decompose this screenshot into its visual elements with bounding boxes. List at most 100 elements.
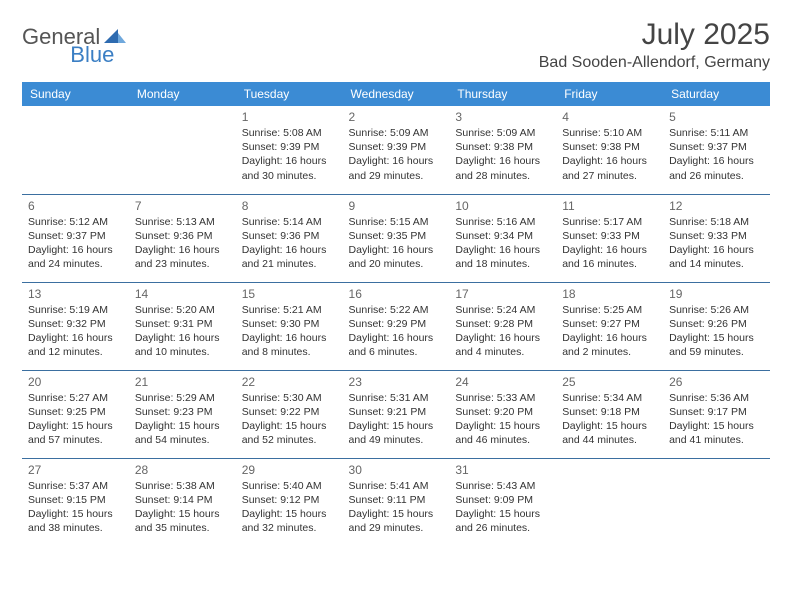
day-info: Sunrise: 5:29 AMSunset: 9:23 PMDaylight:… bbox=[135, 391, 230, 448]
day-info: Sunrise: 5:09 AMSunset: 9:39 PMDaylight:… bbox=[349, 126, 444, 183]
day-number: 2 bbox=[349, 110, 444, 124]
week-row: 6 Sunrise: 5:12 AMSunset: 9:37 PMDaylight… bbox=[22, 194, 770, 282]
day-cell: 23 Sunrise: 5:31 AMSunset: 9:21 PMDayligh… bbox=[343, 370, 450, 458]
day-number: 24 bbox=[455, 375, 550, 389]
day-number: 31 bbox=[455, 463, 550, 477]
day-number: 10 bbox=[455, 199, 550, 213]
day-number: 15 bbox=[242, 287, 337, 301]
page-subtitle: Bad Sooden-Allendorf, Germany bbox=[539, 54, 770, 72]
day-number: 16 bbox=[349, 287, 444, 301]
logo-text-blue: Blue bbox=[70, 42, 114, 68]
week-row: 1Sunrise: 5:08 AMSunset: 9:39 PMDaylight… bbox=[22, 106, 770, 194]
day-header: Thursday bbox=[449, 82, 556, 106]
week-row: 27 Sunrise: 5:37 AMSunset: 9:15 PMDayligh… bbox=[22, 458, 770, 546]
day-cell bbox=[556, 458, 663, 546]
day-number: 13 bbox=[28, 287, 123, 301]
day-info: Sunrise: 5:38 AMSunset: 9:14 PMDaylight:… bbox=[135, 479, 230, 536]
day-info: Sunrise: 5:11 AMSunset: 9:37 PMDaylight:… bbox=[669, 126, 764, 183]
day-info: Sunrise: 5:13 AMSunset: 9:36 PMDaylight:… bbox=[135, 215, 230, 272]
day-number: 27 bbox=[28, 463, 123, 477]
day-cell: 6 Sunrise: 5:12 AMSunset: 9:37 PMDaylight… bbox=[22, 194, 129, 282]
day-number: 6 bbox=[28, 199, 123, 213]
day-number: 12 bbox=[669, 199, 764, 213]
day-number: 18 bbox=[562, 287, 657, 301]
header: General Blue July 2025 Bad Sooden-Allend… bbox=[22, 18, 770, 72]
day-cell: 20 Sunrise: 5:27 AMSunset: 9:25 PMDayligh… bbox=[22, 370, 129, 458]
day-info: Sunrise: 5:10 AMSunset: 9:38 PMDaylight:… bbox=[562, 126, 657, 183]
day-number: 23 bbox=[349, 375, 444, 389]
day-number: 14 bbox=[135, 287, 230, 301]
day-cell: 24 Sunrise: 5:33 AMSunset: 9:20 PMDayligh… bbox=[449, 370, 556, 458]
day-info: Sunrise: 5:19 AMSunset: 9:32 PMDaylight:… bbox=[28, 303, 123, 360]
day-cell bbox=[129, 106, 236, 194]
day-info: Sunrise: 5:14 AMSunset: 9:36 PMDaylight:… bbox=[242, 215, 337, 272]
day-number: 26 bbox=[669, 375, 764, 389]
page-title: July 2025 bbox=[539, 18, 770, 52]
day-cell: 18 Sunrise: 5:25 AMSunset: 9:27 PMDayligh… bbox=[556, 282, 663, 370]
day-number: 19 bbox=[669, 287, 764, 301]
day-info: Sunrise: 5:43 AMSunset: 9:09 PMDaylight:… bbox=[455, 479, 550, 536]
day-header: Saturday bbox=[663, 82, 770, 106]
day-number: 8 bbox=[242, 199, 337, 213]
day-number: 21 bbox=[135, 375, 230, 389]
day-info: Sunrise: 5:21 AMSunset: 9:30 PMDaylight:… bbox=[242, 303, 337, 360]
title-block: July 2025 Bad Sooden-Allendorf, Germany bbox=[539, 18, 770, 72]
day-info: Sunrise: 5:08 AMSunset: 9:39 PMDaylight:… bbox=[242, 126, 337, 183]
day-info: Sunrise: 5:41 AMSunset: 9:11 PMDaylight:… bbox=[349, 479, 444, 536]
day-info: Sunrise: 5:31 AMSunset: 9:21 PMDaylight:… bbox=[349, 391, 444, 448]
day-info: Sunrise: 5:17 AMSunset: 9:33 PMDaylight:… bbox=[562, 215, 657, 272]
day-cell: 10 Sunrise: 5:16 AMSunset: 9:34 PMDayligh… bbox=[449, 194, 556, 282]
day-cell: 7 Sunrise: 5:13 AMSunset: 9:36 PMDaylight… bbox=[129, 194, 236, 282]
day-info: Sunrise: 5:15 AMSunset: 9:35 PMDaylight:… bbox=[349, 215, 444, 272]
day-cell: 4Sunrise: 5:10 AMSunset: 9:38 PMDaylight… bbox=[556, 106, 663, 194]
day-cell: 9 Sunrise: 5:15 AMSunset: 9:35 PMDaylight… bbox=[343, 194, 450, 282]
logo: General Blue bbox=[22, 18, 174, 50]
day-cell: 8 Sunrise: 5:14 AMSunset: 9:36 PMDaylight… bbox=[236, 194, 343, 282]
day-cell: 22 Sunrise: 5:30 AMSunset: 9:22 PMDayligh… bbox=[236, 370, 343, 458]
day-cell: 28Sunrise: 5:38 AMSunset: 9:14 PMDayligh… bbox=[129, 458, 236, 546]
calendar-body: 1Sunrise: 5:08 AMSunset: 9:39 PMDaylight… bbox=[22, 106, 770, 546]
day-number: 22 bbox=[242, 375, 337, 389]
day-number: 11 bbox=[562, 199, 657, 213]
day-cell: 15 Sunrise: 5:21 AMSunset: 9:30 PMDayligh… bbox=[236, 282, 343, 370]
day-header: Tuesday bbox=[236, 82, 343, 106]
day-header: Friday bbox=[556, 82, 663, 106]
day-info: Sunrise: 5:30 AMSunset: 9:22 PMDaylight:… bbox=[242, 391, 337, 448]
day-info: Sunrise: 5:16 AMSunset: 9:34 PMDaylight:… bbox=[455, 215, 550, 272]
day-number: 17 bbox=[455, 287, 550, 301]
day-cell: 1Sunrise: 5:08 AMSunset: 9:39 PMDaylight… bbox=[236, 106, 343, 194]
day-info: Sunrise: 5:34 AMSunset: 9:18 PMDaylight:… bbox=[562, 391, 657, 448]
week-row: 20 Sunrise: 5:27 AMSunset: 9:25 PMDayligh… bbox=[22, 370, 770, 458]
day-info: Sunrise: 5:22 AMSunset: 9:29 PMDaylight:… bbox=[349, 303, 444, 360]
day-cell: 2 Sunrise: 5:09 AMSunset: 9:39 PMDaylight… bbox=[343, 106, 450, 194]
day-info: Sunrise: 5:25 AMSunset: 9:27 PMDaylight:… bbox=[562, 303, 657, 360]
day-cell bbox=[22, 106, 129, 194]
day-cell: 25Sunrise: 5:34 AMSunset: 9:18 PMDayligh… bbox=[556, 370, 663, 458]
day-info: Sunrise: 5:36 AMSunset: 9:17 PMDaylight:… bbox=[669, 391, 764, 448]
day-cell: 26 Sunrise: 5:36 AMSunset: 9:17 PMDayligh… bbox=[663, 370, 770, 458]
day-cell: 14Sunrise: 5:20 AMSunset: 9:31 PMDayligh… bbox=[129, 282, 236, 370]
day-cell: 21 Sunrise: 5:29 AMSunset: 9:23 PMDayligh… bbox=[129, 370, 236, 458]
day-number: 29 bbox=[242, 463, 337, 477]
day-header-row: SundayMondayTuesdayWednesdayThursdayFrid… bbox=[22, 82, 770, 106]
day-info: Sunrise: 5:24 AMSunset: 9:28 PMDaylight:… bbox=[455, 303, 550, 360]
day-cell: 13 Sunrise: 5:19 AMSunset: 9:32 PMDayligh… bbox=[22, 282, 129, 370]
day-info: Sunrise: 5:18 AMSunset: 9:33 PMDaylight:… bbox=[669, 215, 764, 272]
day-cell: 31 Sunrise: 5:43 AMSunset: 9:09 PMDayligh… bbox=[449, 458, 556, 546]
day-number: 20 bbox=[28, 375, 123, 389]
day-number: 7 bbox=[135, 199, 230, 213]
day-cell: 12 Sunrise: 5:18 AMSunset: 9:33 PMDayligh… bbox=[663, 194, 770, 282]
day-header: Sunday bbox=[22, 82, 129, 106]
day-info: Sunrise: 5:37 AMSunset: 9:15 PMDaylight:… bbox=[28, 479, 123, 536]
day-cell: 19 Sunrise: 5:26 AMSunset: 9:26 PMDayligh… bbox=[663, 282, 770, 370]
day-cell bbox=[663, 458, 770, 546]
day-info: Sunrise: 5:26 AMSunset: 9:26 PMDaylight:… bbox=[669, 303, 764, 360]
day-cell: 29 Sunrise: 5:40 AMSunset: 9:12 PMDayligh… bbox=[236, 458, 343, 546]
day-header: Monday bbox=[129, 82, 236, 106]
day-info: Sunrise: 5:33 AMSunset: 9:20 PMDaylight:… bbox=[455, 391, 550, 448]
day-info: Sunrise: 5:27 AMSunset: 9:25 PMDaylight:… bbox=[28, 391, 123, 448]
day-info: Sunrise: 5:40 AMSunset: 9:12 PMDaylight:… bbox=[242, 479, 337, 536]
day-info: Sunrise: 5:12 AMSunset: 9:37 PMDaylight:… bbox=[28, 215, 123, 272]
day-cell: 3Sunrise: 5:09 AMSunset: 9:38 PMDaylight… bbox=[449, 106, 556, 194]
day-number: 9 bbox=[349, 199, 444, 213]
